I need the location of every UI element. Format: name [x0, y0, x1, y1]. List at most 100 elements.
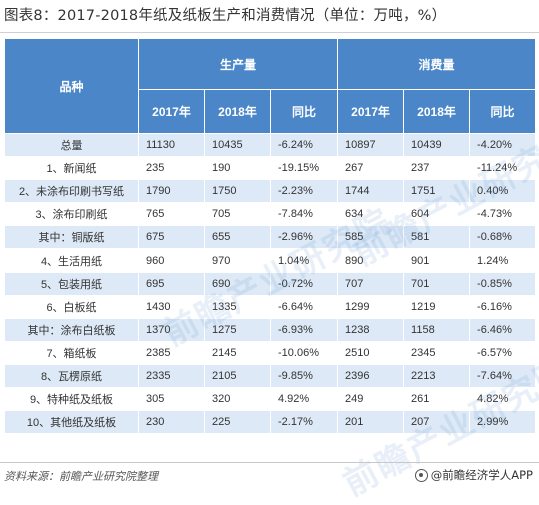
cell-production-2018: 655	[204, 225, 271, 250]
cell-consumption-2018: 701	[403, 271, 471, 296]
cell-consumption-2018: 1751	[403, 179, 471, 204]
cell-production-2018: 320	[204, 387, 271, 412]
cell-production-2018: 690	[204, 271, 271, 296]
cell-production-2018: 1335	[204, 294, 271, 319]
footer-brand-label: @前瞻经济学人APP	[430, 468, 533, 482]
cell-consumption-yoy: -0.68%	[469, 225, 537, 250]
header-production-2017: 2017年	[138, 89, 205, 134]
cell-production-yoy: 4.92%	[269, 387, 339, 412]
footer-source: 资料来源：前瞻产业研究院整理	[4, 470, 158, 483]
cell-consumption-yoy: -6.57%	[469, 340, 537, 365]
header-row-years: 2017年 2018年 同比 2017年 2018年 同比	[5, 89, 537, 134]
cell-consumption-2017: 10897	[337, 132, 405, 158]
cell-consumption-2017: 1238	[337, 317, 405, 342]
cell-category: 其中：涂布白纸板	[4, 317, 139, 342]
cell-production-2017: 230	[138, 410, 205, 435]
title-divider	[0, 32, 539, 33]
table-row: 10、其他纸及纸板 230 225 -2.17% 201 207 2.99%	[4, 410, 537, 435]
cell-consumption-2018: 604	[403, 202, 471, 227]
table-row: 2、未涂布印刷书写纸 1790 1750 -2.23% 1744 1751 0.40%	[4, 179, 537, 204]
cell-production-2018: 970	[204, 248, 271, 273]
table-body: 总量 11130 10435 -6.24% 10897 10439 -4.20% 1、新闻纸 2…	[4, 132, 537, 435]
cell-production-2017: 765	[138, 202, 205, 227]
cell-consumption-2017: 201	[337, 410, 405, 435]
table-row: 3、涂布印刷纸 765 705 -7.84% 634 604 -4.73%	[4, 202, 537, 227]
cell-production-yoy: -6.24%	[269, 132, 339, 158]
cell-consumption-2018: 581	[403, 225, 471, 250]
cell-consumption-yoy: -4.73%	[469, 202, 537, 227]
cell-production-yoy: -2.17%	[269, 410, 339, 435]
cell-production-2017: 675	[138, 225, 205, 250]
cell-production-2018: 705	[204, 202, 271, 227]
cell-consumption-2017: 2510	[337, 340, 405, 365]
table-row: 4、生活用纸 960 970 1.04% 890 901 1.24%	[4, 248, 537, 273]
cell-consumption-2017: 2396	[337, 363, 405, 389]
cell-production-yoy: -6.64%	[269, 294, 339, 319]
cell-consumption-yoy: -7.64%	[469, 363, 537, 389]
cell-production-2018: 2105	[204, 363, 271, 389]
table-row: 5、包装用纸 695 690 -0.72% 707 701 -0.85%	[4, 271, 537, 296]
cell-production-yoy: -0.72%	[269, 271, 339, 296]
cell-category: 8、瓦楞原纸	[4, 363, 139, 389]
cell-production-2018: 190	[204, 156, 271, 181]
cell-production-yoy: 1.04%	[269, 248, 339, 273]
cell-consumption-yoy: -11.24%	[469, 156, 537, 181]
cell-consumption-2017: 267	[337, 156, 405, 181]
cell-consumption-yoy: -4.20%	[469, 132, 537, 158]
header-production-yoy: 同比	[269, 89, 339, 134]
cell-category: 6、白板纸	[4, 294, 139, 319]
cell-consumption-2018: 207	[403, 410, 471, 435]
cell-production-2017: 11130	[138, 132, 205, 158]
data-table: 品种 生产量 消费量 2017年 2018年 同比 2017年 2018年 同比…	[4, 38, 537, 435]
cell-consumption-2017: 249	[337, 387, 405, 412]
cell-consumption-2018: 237	[403, 156, 471, 181]
cell-category: 4、生活用纸	[4, 248, 139, 273]
cell-consumption-2017: 890	[337, 248, 405, 273]
cell-production-yoy: -6.93%	[269, 317, 339, 342]
cell-consumption-2017: 1744	[337, 179, 405, 204]
cell-production-2018: 1750	[204, 179, 271, 204]
table-row: 6、白板纸 1430 1335 -6.64% 1299 1219 -6.16%	[4, 294, 537, 319]
cell-category: 2、未涂布印刷书写纸	[4, 179, 139, 204]
cell-consumption-yoy: -0.85%	[469, 271, 537, 296]
cell-production-2017: 1370	[138, 317, 205, 342]
cell-production-2018: 1275	[204, 317, 271, 342]
cell-consumption-2018: 1158	[403, 317, 471, 342]
cell-consumption-yoy: 0.40%	[469, 179, 537, 204]
header-group-production: 生产量	[137, 38, 339, 90]
chart-title: 图表8：2017-2018年纸及纸板生产和消费情况（单位：万吨，%）	[4, 8, 447, 24]
cell-production-2017: 1430	[138, 294, 205, 319]
cell-consumption-2017: 1299	[337, 294, 405, 319]
cell-consumption-2018: 261	[403, 387, 471, 412]
table-row: 8、瓦楞原纸 2335 2105 -9.85% 2396 2213 -7.64%	[4, 363, 537, 389]
header-production-2018: 2018年	[204, 89, 271, 134]
cell-consumption-2018: 10439	[403, 132, 471, 158]
cell-production-2018: 10435	[204, 132, 271, 158]
cell-production-yoy: -10.06%	[269, 340, 339, 365]
cell-production-2017: 2385	[138, 340, 205, 365]
header-consumption-2018: 2018年	[403, 89, 471, 134]
cell-production-yoy: -2.96%	[269, 225, 339, 250]
table-row: 总量 11130 10435 -6.24% 10897 10439 -4.20%	[4, 132, 537, 158]
cell-consumption-2017: 634	[337, 202, 405, 227]
cell-production-yoy: -9.85%	[269, 363, 339, 389]
cell-production-yoy: -2.23%	[269, 179, 339, 204]
cell-category: 1、新闻纸	[4, 156, 139, 181]
cell-consumption-yoy: -6.46%	[469, 317, 537, 342]
cell-production-2017: 2335	[138, 363, 205, 389]
cell-production-2018: 225	[204, 410, 271, 435]
header-consumption-2017: 2017年	[337, 89, 405, 134]
cell-production-yoy: -19.15%	[269, 156, 339, 181]
cell-consumption-2018: 2213	[403, 363, 471, 389]
cell-consumption-yoy: 2.99%	[469, 410, 537, 435]
table-row: 7、箱纸板 2385 2145 -10.06% 2510 2345 -6.57%	[4, 340, 537, 365]
cell-consumption-2017: 707	[337, 271, 405, 296]
table-row: 1、新闻纸 235 190 -19.15% 267 237 -11.24%	[4, 156, 537, 181]
cell-category: 10、其他纸及纸板	[4, 410, 139, 435]
cell-production-2017: 305	[138, 387, 205, 412]
header-category: 品种	[4, 38, 139, 134]
cell-production-2017: 235	[138, 156, 205, 181]
table-row: 其中：涂布白纸板 1370 1275 -6.93% 1238 1158 -6.46%	[4, 317, 537, 342]
header-consumption-yoy: 同比	[469, 89, 537, 134]
cell-consumption-yoy: -6.16%	[469, 294, 537, 319]
